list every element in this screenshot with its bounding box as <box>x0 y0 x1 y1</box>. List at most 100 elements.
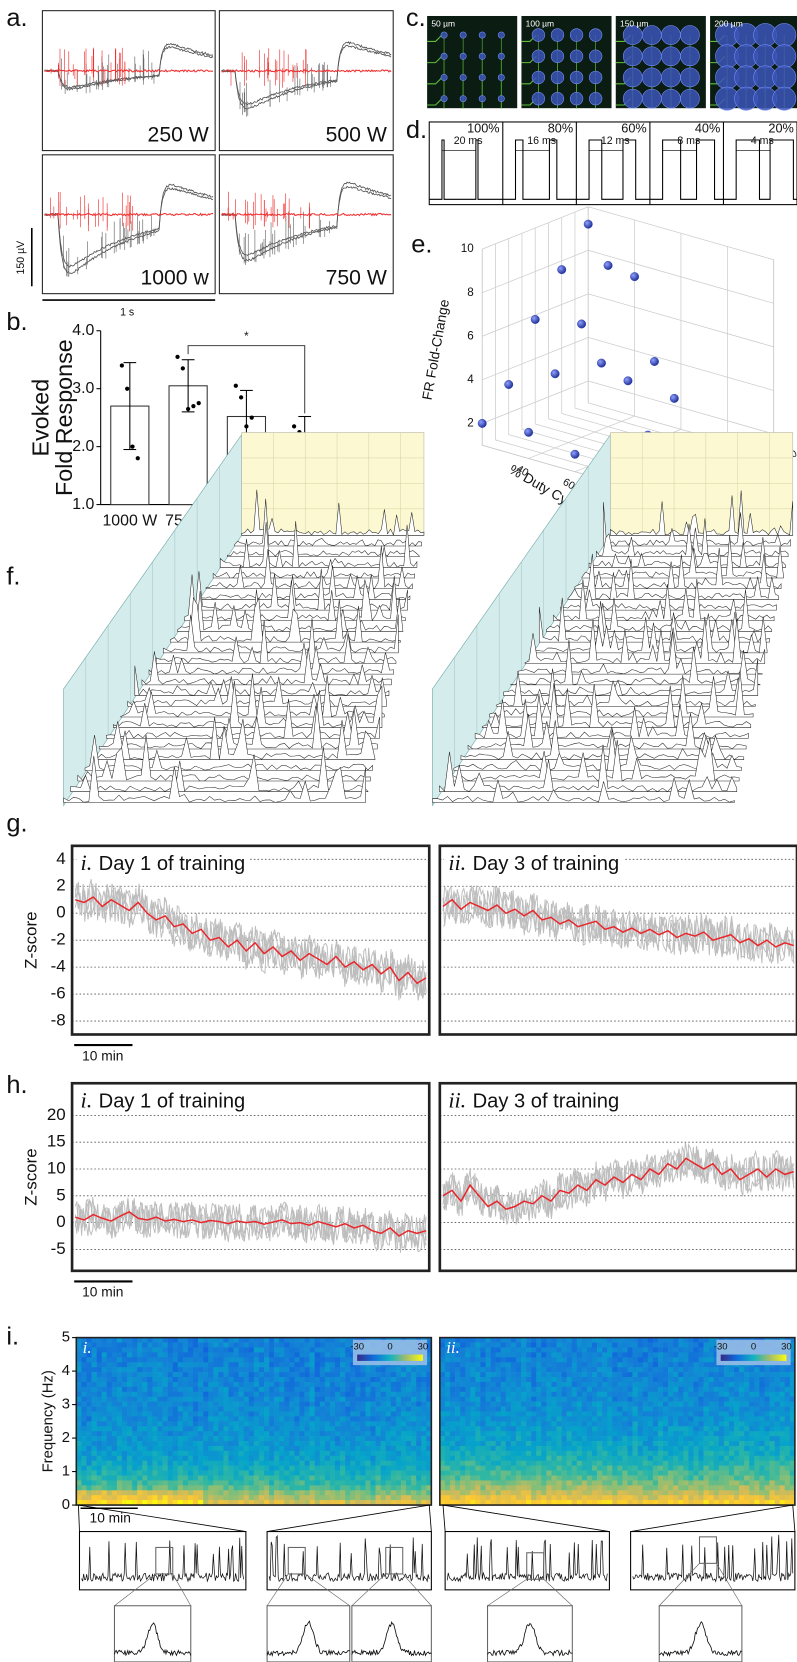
spectrogram-cell <box>152 1387 157 1392</box>
spectrogram-cell <box>704 1372 709 1377</box>
spectrogram-cell <box>168 1416 173 1421</box>
spectrogram-cell <box>249 1426 254 1431</box>
spectrogram-cell <box>501 1347 506 1352</box>
spectrogram-cell <box>496 1411 501 1416</box>
spectrogram-cell <box>551 1461 556 1466</box>
spectrogram-cell <box>764 1426 769 1431</box>
spectrogram-cell <box>305 1466 310 1471</box>
spectrogram-cell <box>445 1392 450 1397</box>
spectrogram-cell <box>203 1347 208 1352</box>
spectrogram-cell <box>729 1377 734 1382</box>
spectrogram-cell <box>551 1441 556 1446</box>
spectrogram-cell <box>541 1352 546 1357</box>
spectrogram-cell <box>305 1407 310 1412</box>
spectrogram-cell <box>516 1456 521 1461</box>
spectrogram-cell <box>401 1411 406 1416</box>
micrograph <box>427 16 517 108</box>
spectrogram-cell <box>526 1382 531 1387</box>
spectrogram-cell <box>335 1441 340 1446</box>
spectrogram-cell <box>81 1416 86 1421</box>
spectrogram-cell <box>269 1402 274 1407</box>
spectrogram-cell <box>592 1372 597 1377</box>
spectrogram-cell <box>264 1392 269 1397</box>
spectrogram-cell <box>86 1421 91 1426</box>
spectrogram-cell <box>122 1495 127 1500</box>
spectrogram-cell <box>259 1411 264 1416</box>
spectrogram-cell <box>663 1451 668 1456</box>
spectrogram-cell <box>97 1362 102 1367</box>
grid-line <box>482 250 773 303</box>
spectrogram-cell <box>97 1372 102 1377</box>
spectrogram-cell <box>203 1441 208 1446</box>
spectrogram-cell <box>310 1485 315 1490</box>
spectrogram-cell <box>102 1367 107 1372</box>
spectrogram-cell <box>592 1367 597 1372</box>
spectrogram-cell <box>269 1441 274 1446</box>
spectrogram-cell <box>536 1421 541 1426</box>
spectrogram-cell <box>325 1476 330 1481</box>
spectrogram-cell <box>480 1426 485 1431</box>
spectrogram-cell <box>305 1392 310 1397</box>
electrode-spot <box>661 89 680 108</box>
spectrogram-cell <box>719 1451 724 1456</box>
spectrogram-cell <box>526 1362 531 1367</box>
spectrogram-cell <box>228 1397 233 1402</box>
spectrogram-cell <box>470 1461 475 1466</box>
spectrogram-cell <box>386 1426 391 1431</box>
spectrogram-cell <box>719 1392 724 1397</box>
spectrogram-cell <box>325 1357 330 1362</box>
spectrogram-cell <box>86 1397 91 1402</box>
spectrogram-cell <box>386 1480 391 1485</box>
spectrogram-cell <box>365 1495 370 1500</box>
spectrogram-cell <box>269 1377 274 1382</box>
spectrogram-cell <box>668 1446 673 1451</box>
spectrogram-cell <box>638 1456 643 1461</box>
spectrogram-cell <box>628 1446 633 1451</box>
panel-label: d. <box>406 116 427 144</box>
spectrogram-cell <box>142 1426 147 1431</box>
spectrogram-cell <box>770 1392 775 1397</box>
spectrogram-cell <box>617 1343 622 1348</box>
spectrogram-cell <box>501 1402 506 1407</box>
spectrogram-cell <box>526 1416 531 1421</box>
spectrogram-cell <box>244 1495 249 1500</box>
panel-title: Day 3 of training <box>473 853 620 875</box>
spectrogram-cell <box>279 1421 284 1426</box>
spectrogram-cell <box>193 1436 198 1441</box>
spectrogram-cell <box>673 1436 678 1441</box>
spectrogram-cell <box>239 1461 244 1466</box>
spectrogram-cell <box>97 1485 102 1490</box>
spectrogram-cell <box>310 1461 315 1466</box>
data-point <box>577 320 585 328</box>
spectrogram-cell <box>683 1367 688 1372</box>
spectrogram-cell <box>117 1367 122 1372</box>
spectrogram-cell <box>122 1372 127 1377</box>
spectrogram-cell <box>310 1431 315 1436</box>
spectrogram-cell <box>173 1421 178 1426</box>
y-tick-label: 0 <box>56 903 65 922</box>
spectrogram-cell <box>541 1441 546 1446</box>
spectrogram-cell <box>188 1382 193 1387</box>
spectrogram-cell <box>754 1421 759 1426</box>
spectrogram-cell <box>315 1362 320 1367</box>
spectrogram-cell <box>506 1416 511 1421</box>
spectrogram-cell <box>183 1407 188 1412</box>
spectrogram-cell <box>617 1426 622 1431</box>
spectrogram-cell <box>163 1421 168 1426</box>
spectrogram-cell <box>785 1387 790 1392</box>
spectrogram-cell <box>536 1466 541 1471</box>
spectrogram-cell <box>152 1456 157 1461</box>
spectrogram-cell <box>470 1411 475 1416</box>
spectrogram-cell <box>465 1343 470 1348</box>
spectrogram-cell <box>759 1407 764 1412</box>
spectrogram-cell <box>396 1372 401 1377</box>
spectrogram-cell <box>506 1431 511 1436</box>
spectrogram-cell <box>289 1421 294 1426</box>
spectrogram-cell <box>350 1407 355 1412</box>
spectrogram-cell <box>780 1397 785 1402</box>
spectrogram-cell <box>193 1495 198 1500</box>
spectrogram-cell <box>396 1456 401 1461</box>
spectrogram-cell <box>259 1461 264 1466</box>
spectrogram-cell <box>157 1352 162 1357</box>
spectrogram-cell <box>582 1411 587 1416</box>
